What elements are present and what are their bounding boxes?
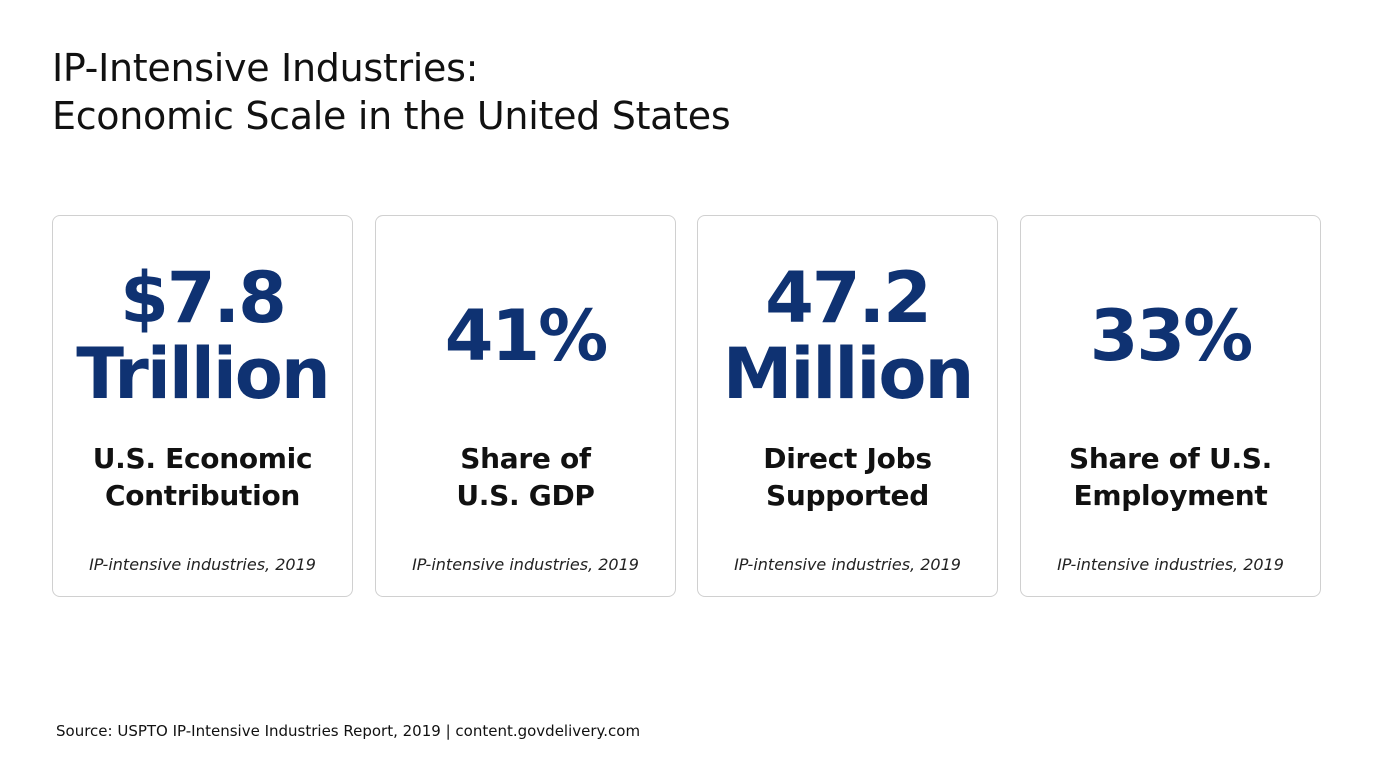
stat-label-line-1: Share of U.S. [1069, 442, 1272, 475]
stat-card-employment-share: 33% Share of U.S. Employment IP-intensiv… [1020, 215, 1321, 597]
stat-value-line-1: $7.8 [120, 257, 287, 339]
page-title-line-1: IP-Intensive Industries: [52, 46, 479, 90]
stat-label: Share of U.S. Employment [1021, 440, 1320, 514]
stat-card-economic-contribution: $7.8 Trillion U.S. Economic Contribution… [52, 215, 353, 597]
stat-value-line-1: 33% [1089, 295, 1254, 377]
source-note: Source: USPTO IP-Intensive Industries Re… [56, 722, 641, 740]
stat-value-line-2: Trillion [76, 333, 330, 415]
stat-label-line-2: U.S. GDP [456, 479, 595, 512]
stat-value-line-1: 47.2 [765, 257, 932, 339]
stat-label-line-1: Direct Jobs [763, 442, 932, 475]
stat-card-gdp-share: 41% Share of U.S. GDP IP-intensive indus… [375, 215, 676, 597]
stat-value-wrap: $7.8 Trillion [53, 256, 352, 416]
stat-label: U.S. Economic Contribution [53, 440, 352, 514]
stat-label: Share of U.S. GDP [376, 440, 675, 514]
stat-value-wrap: 33% [1021, 256, 1320, 416]
stat-value: 33% [1089, 295, 1254, 377]
page-title-line-2: Economic Scale in the United States [52, 94, 731, 138]
stat-label: Direct Jobs Supported [698, 440, 997, 514]
stat-value-line-2: Million [722, 333, 975, 415]
stat-value: 47.2 Million [722, 257, 975, 415]
stat-value: 41% [444, 295, 609, 377]
stat-note: IP-intensive industries, 2019 [412, 555, 639, 574]
stat-label-line-1: Share of [460, 442, 591, 475]
stat-label-line-2: Supported [766, 479, 929, 512]
stat-note: IP-intensive industries, 2019 [1057, 555, 1284, 574]
stat-value-wrap: 47.2 Million [698, 256, 997, 416]
stat-note: IP-intensive industries, 2019 [734, 555, 961, 574]
stat-label-line-2: Employment [1073, 479, 1268, 512]
stat-cards: $7.8 Trillion U.S. Economic Contribution… [52, 215, 1323, 599]
stat-label-line-1: U.S. Economic [92, 442, 313, 475]
page-title: IP-Intensive Industries: Economic Scale … [52, 44, 731, 140]
stat-card-direct-jobs: 47.2 Million Direct Jobs Supported IP-in… [697, 215, 998, 597]
stat-label-line-2: Contribution [104, 479, 301, 512]
stat-value-wrap: 41% [376, 256, 675, 416]
stat-value: $7.8 Trillion [76, 257, 330, 415]
stat-note: IP-intensive industries, 2019 [89, 555, 316, 574]
stat-value-line-1: 41% [444, 295, 609, 377]
